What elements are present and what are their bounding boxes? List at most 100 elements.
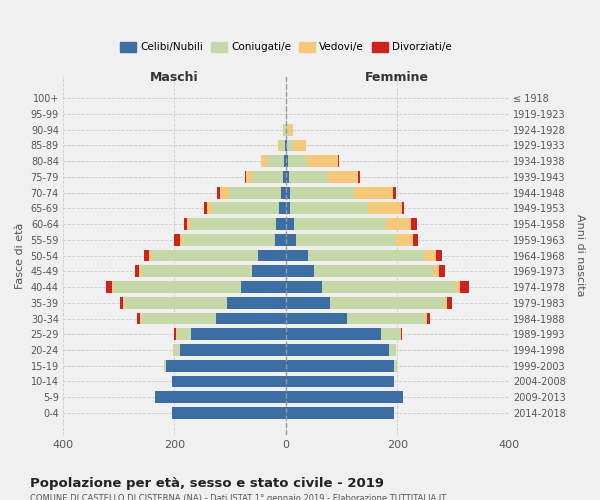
Bar bbox=[286, 297, 331, 308]
Bar bbox=[307, 156, 338, 167]
Bar bbox=[190, 218, 276, 230]
Bar bbox=[347, 312, 425, 324]
Bar bbox=[411, 218, 417, 230]
Bar bbox=[396, 234, 413, 245]
Bar bbox=[268, 156, 284, 167]
Bar bbox=[287, 140, 293, 151]
Text: Femmine: Femmine bbox=[365, 71, 429, 84]
Bar bbox=[380, 328, 400, 340]
Bar bbox=[286, 328, 380, 340]
Bar bbox=[286, 156, 287, 167]
Bar bbox=[175, 344, 180, 356]
Bar bbox=[258, 250, 286, 262]
Bar bbox=[172, 376, 286, 388]
Bar bbox=[286, 312, 347, 324]
Bar bbox=[241, 281, 286, 293]
Bar bbox=[106, 281, 112, 293]
Bar bbox=[338, 156, 339, 167]
Bar bbox=[286, 344, 389, 356]
Bar bbox=[354, 186, 393, 198]
Bar bbox=[124, 297, 227, 308]
Text: Popolazione per età, sesso e stato civile - 2019: Popolazione per età, sesso e stato civil… bbox=[30, 478, 384, 490]
Bar bbox=[413, 234, 418, 245]
Bar bbox=[286, 250, 308, 262]
Bar bbox=[180, 344, 286, 356]
Bar bbox=[275, 234, 286, 245]
Bar bbox=[284, 156, 286, 167]
Bar bbox=[261, 156, 268, 167]
Bar bbox=[308, 250, 425, 262]
Bar bbox=[286, 140, 287, 151]
Bar bbox=[220, 186, 229, 198]
Bar bbox=[296, 234, 396, 245]
Bar bbox=[433, 266, 439, 277]
Bar bbox=[204, 202, 207, 214]
Bar bbox=[166, 360, 286, 372]
Bar bbox=[137, 312, 140, 324]
Bar bbox=[229, 186, 281, 198]
Bar bbox=[394, 360, 397, 372]
Bar bbox=[184, 218, 187, 230]
Bar bbox=[216, 312, 286, 324]
Bar bbox=[123, 297, 124, 308]
Bar bbox=[180, 234, 183, 245]
Bar bbox=[276, 218, 286, 230]
Bar bbox=[280, 140, 285, 151]
Bar bbox=[445, 297, 448, 308]
Bar bbox=[141, 312, 216, 324]
Bar bbox=[368, 202, 402, 214]
Bar bbox=[286, 202, 290, 214]
Bar bbox=[173, 344, 175, 356]
Bar bbox=[175, 234, 180, 245]
Text: COMUNE DI CASTELLO DI CISTERNA (NA) - Dati ISTAT 1° gennaio 2019 - Elaborazione : COMUNE DI CASTELLO DI CISTERNA (NA) - Da… bbox=[30, 494, 446, 500]
Bar bbox=[290, 186, 354, 198]
Bar bbox=[175, 328, 176, 340]
Bar bbox=[286, 281, 322, 293]
Bar bbox=[187, 218, 190, 230]
Bar bbox=[149, 250, 152, 262]
Bar bbox=[144, 250, 149, 262]
Bar bbox=[393, 186, 395, 198]
Bar bbox=[245, 171, 246, 183]
Bar bbox=[286, 392, 403, 403]
Bar bbox=[191, 328, 286, 340]
Bar bbox=[140, 312, 141, 324]
Bar bbox=[436, 250, 442, 262]
Bar bbox=[286, 218, 294, 230]
Bar bbox=[425, 250, 436, 262]
Y-axis label: Anni di nascita: Anni di nascita bbox=[575, 214, 585, 297]
Bar bbox=[286, 407, 394, 419]
Bar bbox=[285, 140, 286, 151]
Legend: Celibi/Nubili, Coniugati/e, Vedovi/e, Divorziati/e: Celibi/Nubili, Coniugati/e, Vedovi/e, Di… bbox=[116, 38, 456, 56]
Bar bbox=[217, 186, 220, 198]
Bar bbox=[322, 281, 456, 293]
Bar bbox=[386, 218, 411, 230]
Bar bbox=[176, 328, 177, 340]
Y-axis label: Fasce di età: Fasce di età bbox=[15, 222, 25, 289]
Bar bbox=[286, 266, 314, 277]
Bar bbox=[121, 297, 123, 308]
Bar bbox=[289, 124, 293, 136]
Bar bbox=[207, 202, 212, 214]
Bar bbox=[139, 266, 141, 277]
Bar bbox=[460, 281, 469, 293]
Bar bbox=[286, 360, 394, 372]
Bar bbox=[328, 171, 358, 183]
Bar bbox=[279, 202, 286, 214]
Bar bbox=[112, 281, 113, 293]
Bar bbox=[289, 171, 328, 183]
Bar bbox=[212, 202, 279, 214]
Bar bbox=[389, 344, 395, 356]
Bar bbox=[358, 171, 360, 183]
Bar bbox=[253, 171, 283, 183]
Bar bbox=[227, 297, 286, 308]
Bar bbox=[290, 202, 368, 214]
Bar bbox=[283, 171, 286, 183]
Text: Maschi: Maschi bbox=[150, 71, 199, 84]
Bar bbox=[141, 266, 253, 277]
Bar bbox=[439, 266, 445, 277]
Bar bbox=[284, 124, 286, 136]
Bar bbox=[427, 312, 430, 324]
Bar bbox=[294, 218, 386, 230]
Bar bbox=[286, 171, 289, 183]
